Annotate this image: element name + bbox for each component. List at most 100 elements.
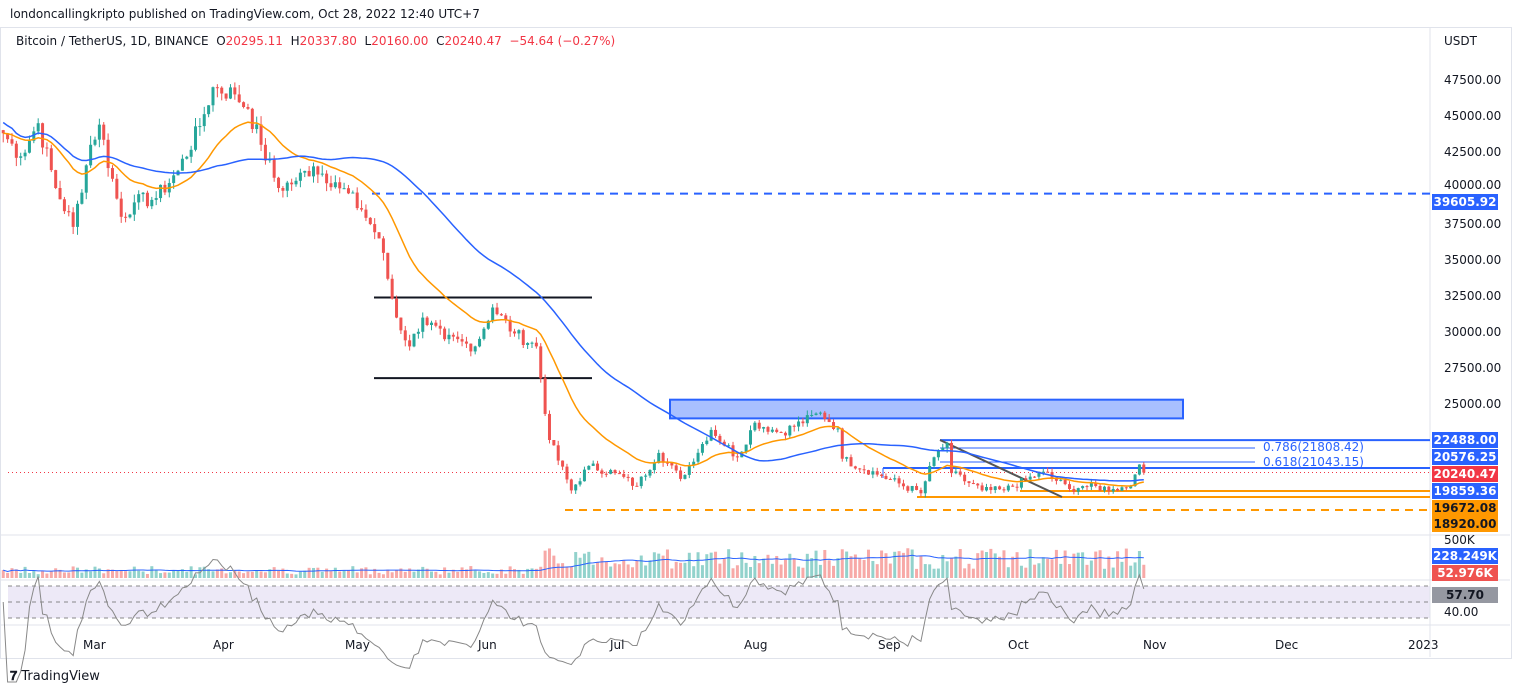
- candle-body: [832, 422, 836, 429]
- volume-bar: [145, 573, 149, 578]
- candle-body: [110, 168, 114, 179]
- candle-body: [119, 198, 123, 217]
- candle-body: [574, 484, 578, 491]
- volume-bar: [373, 568, 377, 578]
- candle-body: [456, 336, 460, 340]
- volume-bar: [539, 566, 543, 578]
- volume-bar: [1024, 567, 1028, 578]
- volume-bar: [1137, 551, 1141, 578]
- candle-body: [84, 165, 88, 193]
- candle-body: [425, 317, 429, 325]
- time-tick-label: Aug: [744, 638, 768, 652]
- high-value: 20337.80: [299, 34, 357, 48]
- volume-bar: [421, 566, 425, 578]
- chart-frame: [0, 27, 1512, 659]
- candle-body: [919, 489, 923, 494]
- candle-body: [294, 180, 298, 185]
- price-tag: 19859.36: [1432, 483, 1498, 499]
- volume-bar: [41, 570, 45, 578]
- resistance-zone: [669, 398, 1184, 420]
- volume-bar: [526, 568, 530, 578]
- volume-bar: [1, 570, 5, 578]
- candle-body: [875, 471, 879, 475]
- candle-body: [1, 130, 5, 134]
- volume-bar: [547, 548, 551, 578]
- candle-body: [744, 444, 748, 452]
- candle-body: [180, 158, 184, 171]
- volume-bar: [67, 572, 71, 578]
- candle-body: [373, 224, 377, 233]
- candle-body: [993, 486, 997, 491]
- candle-body: [272, 159, 276, 178]
- time-tick-label: May: [345, 638, 370, 652]
- volume-bar: [1011, 556, 1015, 578]
- candle-body: [840, 428, 844, 459]
- candle-body: [622, 473, 626, 477]
- time-tick-label: Jun: [478, 638, 497, 652]
- volume-bar: [530, 568, 534, 578]
- candle-body: [1063, 479, 1067, 485]
- time-tick-label: Mar: [83, 638, 106, 652]
- candle-body: [1120, 487, 1124, 491]
- candle-body: [543, 378, 547, 414]
- candle-body: [539, 346, 543, 379]
- volume-bar: [1124, 548, 1128, 578]
- volume-bar: [1076, 552, 1080, 578]
- volume-bar: [508, 566, 512, 578]
- volume-bar: [36, 574, 40, 578]
- volume-bar: [228, 572, 232, 578]
- volume-bar: [600, 557, 604, 578]
- candle-body: [49, 148, 53, 171]
- candle-body: [364, 209, 368, 218]
- volume-bar: [1142, 564, 1146, 578]
- volume-bar: [823, 549, 827, 578]
- candle-body: [1028, 476, 1032, 480]
- volume-bar: [233, 569, 237, 578]
- logo-text: TradingView: [21, 669, 100, 684]
- price-tick-label: 47500.00: [1444, 73, 1502, 87]
- volume-bar: [1028, 549, 1032, 578]
- candle-body: [220, 87, 224, 94]
- volume-bar: [224, 573, 228, 578]
- candle-body: [735, 456, 739, 458]
- volume-bar: [1133, 562, 1137, 578]
- candle-body: [1059, 479, 1063, 481]
- candle-body: [1037, 471, 1041, 477]
- candle-body: [766, 427, 770, 432]
- volume-bar: [687, 552, 691, 578]
- candle-body: [185, 156, 189, 159]
- candle-body: [137, 194, 141, 203]
- volume-bar: [338, 571, 342, 578]
- volume-bar: [862, 559, 866, 578]
- volume-bar: [215, 569, 219, 578]
- volume-bar: [552, 555, 556, 578]
- volume-bar: [10, 568, 14, 578]
- candle-body: [1019, 478, 1023, 488]
- candle-body: [189, 149, 193, 157]
- candle-body: [97, 124, 101, 140]
- candle-body: [718, 435, 722, 442]
- volume-bar: [368, 574, 372, 578]
- volume-bar: [263, 572, 267, 578]
- candle-body: [1116, 488, 1120, 491]
- volume-bar: [495, 573, 499, 578]
- candle-body: [897, 478, 901, 484]
- candle-body: [211, 87, 215, 106]
- volume-bar: [989, 548, 993, 578]
- candle-body: [823, 412, 827, 420]
- volume-ma-line: [3, 554, 1144, 573]
- candle-body: [150, 199, 154, 207]
- candle-body: [473, 346, 477, 352]
- candle-body: [648, 470, 652, 476]
- candle-body: [976, 483, 980, 486]
- volume-bar: [281, 568, 285, 578]
- candle-body: [224, 93, 228, 99]
- volume-bar: [596, 562, 600, 578]
- volume-bar: [207, 569, 211, 578]
- candle-body: [818, 412, 822, 414]
- volume-bar: [639, 555, 643, 578]
- candle-body: [1107, 486, 1111, 492]
- volume-bar: [1046, 558, 1050, 578]
- candle-body: [443, 328, 447, 340]
